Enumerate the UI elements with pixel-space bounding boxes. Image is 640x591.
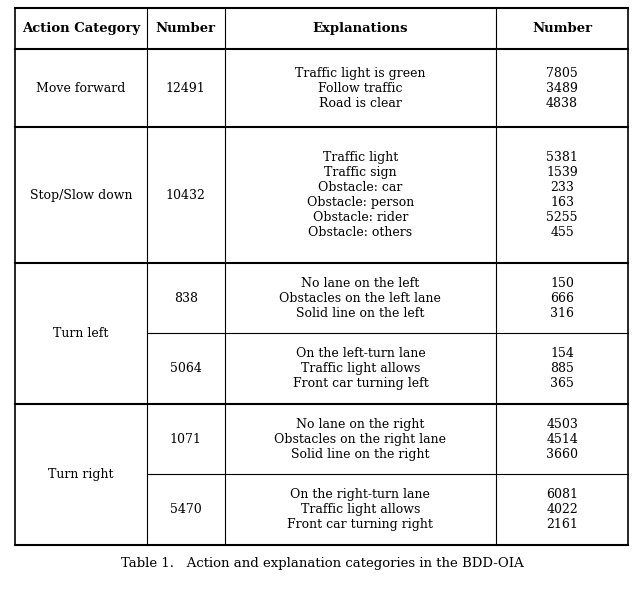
Text: 4838: 4838 (546, 96, 578, 109)
Text: 4022: 4022 (546, 504, 578, 517)
Text: 3489: 3489 (546, 82, 578, 95)
Text: 4503: 4503 (546, 418, 578, 431)
Text: Obstacles on the left lane: Obstacles on the left lane (280, 292, 442, 305)
Text: 666: 666 (550, 292, 574, 305)
Text: Number: Number (532, 22, 592, 35)
Text: 455: 455 (550, 226, 574, 239)
Text: 365: 365 (550, 377, 574, 390)
Text: Action Category: Action Category (22, 22, 140, 35)
Text: Traffic light is green: Traffic light is green (295, 67, 426, 80)
Text: Solid line on the right: Solid line on the right (291, 448, 429, 461)
Text: 154: 154 (550, 347, 574, 360)
Text: Solid line on the left: Solid line on the left (296, 307, 424, 320)
Text: On the left-turn lane: On the left-turn lane (296, 347, 426, 360)
Text: 7805: 7805 (546, 67, 578, 80)
Text: Traffic light allows: Traffic light allows (301, 504, 420, 517)
Text: 5255: 5255 (547, 211, 578, 224)
Text: Stop/Slow down: Stop/Slow down (29, 189, 132, 202)
Text: No lane on the right: No lane on the right (296, 418, 424, 431)
Text: 316: 316 (550, 307, 574, 320)
Text: 3660: 3660 (546, 448, 578, 461)
Text: Obstacle: rider: Obstacle: rider (313, 211, 408, 224)
Text: Front car turning right: Front car turning right (287, 518, 433, 531)
Text: Traffic light: Traffic light (323, 151, 398, 164)
Text: 6081: 6081 (546, 488, 578, 501)
Text: No lane on the left: No lane on the left (301, 277, 420, 290)
Text: Road is clear: Road is clear (319, 96, 402, 109)
Text: Traffic sign: Traffic sign (324, 166, 397, 179)
Text: 4514: 4514 (546, 433, 578, 446)
Text: 2161: 2161 (546, 518, 578, 531)
Text: Table 1.   Action and explanation categories in the BDD-OIA: Table 1. Action and explanation categori… (120, 557, 524, 570)
Text: Turn left: Turn left (53, 327, 109, 340)
Text: 5381: 5381 (546, 151, 578, 164)
Text: Move forward: Move forward (36, 82, 125, 95)
Text: 233: 233 (550, 181, 574, 194)
Text: On the right-turn lane: On the right-turn lane (291, 488, 430, 501)
Text: 163: 163 (550, 196, 574, 209)
Text: 1071: 1071 (170, 433, 202, 446)
Text: Obstacle: others: Obstacle: others (308, 226, 413, 239)
Text: Turn right: Turn right (48, 468, 114, 481)
Text: 885: 885 (550, 362, 574, 375)
Text: 12491: 12491 (166, 82, 205, 95)
Text: 838: 838 (173, 292, 198, 305)
Text: 10432: 10432 (166, 189, 205, 202)
Text: 1539: 1539 (546, 166, 578, 179)
Text: Number: Number (156, 22, 216, 35)
Text: 5064: 5064 (170, 362, 202, 375)
Text: Follow traffic: Follow traffic (318, 82, 403, 95)
Text: Obstacle: car: Obstacle: car (318, 181, 403, 194)
Text: Front car turning left: Front car turning left (292, 377, 428, 390)
Text: Traffic light allows: Traffic light allows (301, 362, 420, 375)
Text: Obstacle: person: Obstacle: person (307, 196, 414, 209)
Text: 150: 150 (550, 277, 574, 290)
Text: 5470: 5470 (170, 504, 202, 517)
Text: Explanations: Explanations (313, 22, 408, 35)
Text: Obstacles on the right lane: Obstacles on the right lane (275, 433, 447, 446)
